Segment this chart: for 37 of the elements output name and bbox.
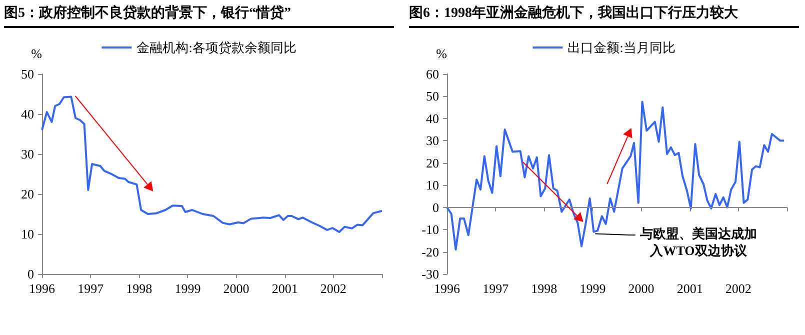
legend-label: 出口金额:当月同比: [568, 40, 676, 55]
x-tick-label: 2000: [628, 281, 654, 296]
y-axis-title: %: [31, 46, 42, 61]
x-tick-label: 2001: [272, 281, 298, 296]
y-tick-label: -20: [422, 244, 439, 260]
x-tick-label: 2002: [725, 281, 752, 296]
x-tick-label: 1996: [29, 281, 56, 296]
x-tick-label: 1998: [531, 281, 558, 296]
y-tick-label: 20: [426, 155, 439, 170]
y-axis-title: %: [436, 46, 448, 61]
x-tick-label: 2001: [676, 281, 703, 296]
x-tick-label: 1997: [482, 281, 510, 296]
y-tick-label: 40: [21, 106, 34, 122]
y-tick-label: 20: [21, 186, 34, 202]
x-tick-label: 1996: [434, 281, 460, 296]
x-tick-label: 1998: [126, 281, 152, 296]
y-tick-label: -30: [422, 266, 439, 282]
y-tick-label: 40: [426, 110, 439, 126]
x-tick-label: 1999: [174, 281, 201, 296]
y-tick-label: 30: [426, 133, 439, 148]
y-tick-label: 10: [21, 226, 34, 242]
x-tick-label: 2002: [320, 281, 346, 296]
y-tick-label: 50: [21, 66, 34, 82]
x-tick-label: 1999: [580, 281, 606, 296]
annotation: 与欧盟、美国达成加入WTO双边协议: [638, 225, 758, 259]
y-tick-label: 50: [426, 88, 439, 104]
y-tick-label: 10: [426, 178, 439, 193]
y-tick-label: 30: [21, 146, 34, 162]
legend-label: 金融机构:各项贷款余额同比: [136, 40, 296, 55]
x-tick-label: 1997: [78, 281, 104, 296]
chart-title: 图6：1998年亚洲金融危机下，我国出口下行压力较大: [409, 4, 799, 28]
x-tick-label: 2000: [223, 281, 250, 296]
y-tick-label: 60: [426, 66, 439, 82]
chart-title: 图5：政府控制不良贷款的背景下，银行“惜贷”: [4, 4, 394, 28]
y-tick-label: 0: [28, 266, 34, 282]
y-tick-label: -10: [422, 222, 439, 238]
y-tick-label: 0: [432, 200, 439, 215]
